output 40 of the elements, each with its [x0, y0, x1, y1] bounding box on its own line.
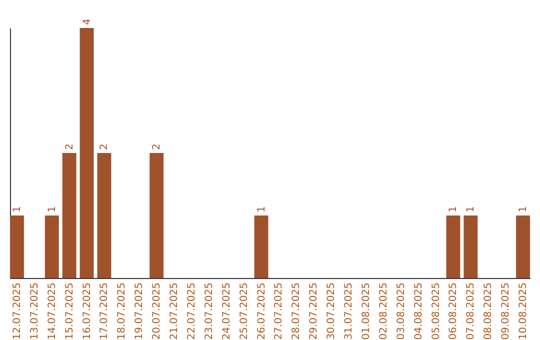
data-label: 1	[466, 206, 477, 212]
x-tick-label: 06.08.2025	[448, 282, 460, 340]
x-tick-label: 03.08.2025	[396, 282, 407, 340]
x-tick-label: 10.08.2025	[518, 282, 530, 340]
data-label: 2	[64, 144, 76, 150]
x-tick-label: 23.07.2025	[204, 282, 215, 340]
x-tick-label: 02.08.2025	[378, 282, 390, 340]
x-tick-label: 26.07.2025	[256, 282, 268, 340]
data-label: 2	[152, 144, 163, 150]
x-tick-label: 08.08.2025	[483, 282, 494, 340]
data-label: 1	[256, 206, 268, 212]
x-tick-label: 28.07.2025	[291, 282, 302, 340]
x-tick-label: 20.07.2025	[152, 282, 163, 340]
x-tick-label: 22.07.2025	[186, 282, 198, 340]
data-label: 1	[448, 206, 460, 212]
data-label: 2	[99, 144, 110, 150]
x-tick-label: 30.07.2025	[326, 282, 338, 340]
x-tick-label: 13.07.2025	[29, 282, 40, 340]
x-tick-label: 01.08.2025	[360, 282, 372, 340]
x-tick-label: 29.07.2025	[308, 282, 320, 340]
x-tick-label: 25.07.2025	[238, 282, 250, 340]
x-tick-label: 19.07.2025	[134, 282, 146, 340]
x-tick-label: 09.08.2025	[500, 282, 512, 340]
data-label: 4	[82, 18, 93, 25]
x-tick-label: 21.07.2025	[169, 282, 180, 340]
x-tick-label: 14.07.2025	[46, 282, 58, 340]
x-tick-label: 15.07.2025	[64, 282, 76, 340]
data-label: 1	[12, 206, 23, 212]
x-tick-label: 12.07.2025	[12, 282, 23, 340]
x-tick-label: 17.07.2025	[99, 282, 110, 340]
x-tick-label: 18.07.2025	[116, 282, 128, 340]
x-tick-label: 27.07.2025	[274, 282, 285, 340]
x-tick-label: 07.08.2025	[466, 282, 477, 340]
data-label: 1	[46, 206, 58, 212]
x-tick-label: 16.07.2025	[82, 282, 93, 340]
data-label: 1	[518, 206, 530, 212]
x-tick-label: 24.07.2025	[221, 282, 232, 340]
x-tick-label: 05.08.2025	[430, 282, 442, 340]
x-tick-label: 31.07.2025	[344, 282, 355, 340]
x-tick-label: 04.08.2025	[413, 282, 424, 340]
